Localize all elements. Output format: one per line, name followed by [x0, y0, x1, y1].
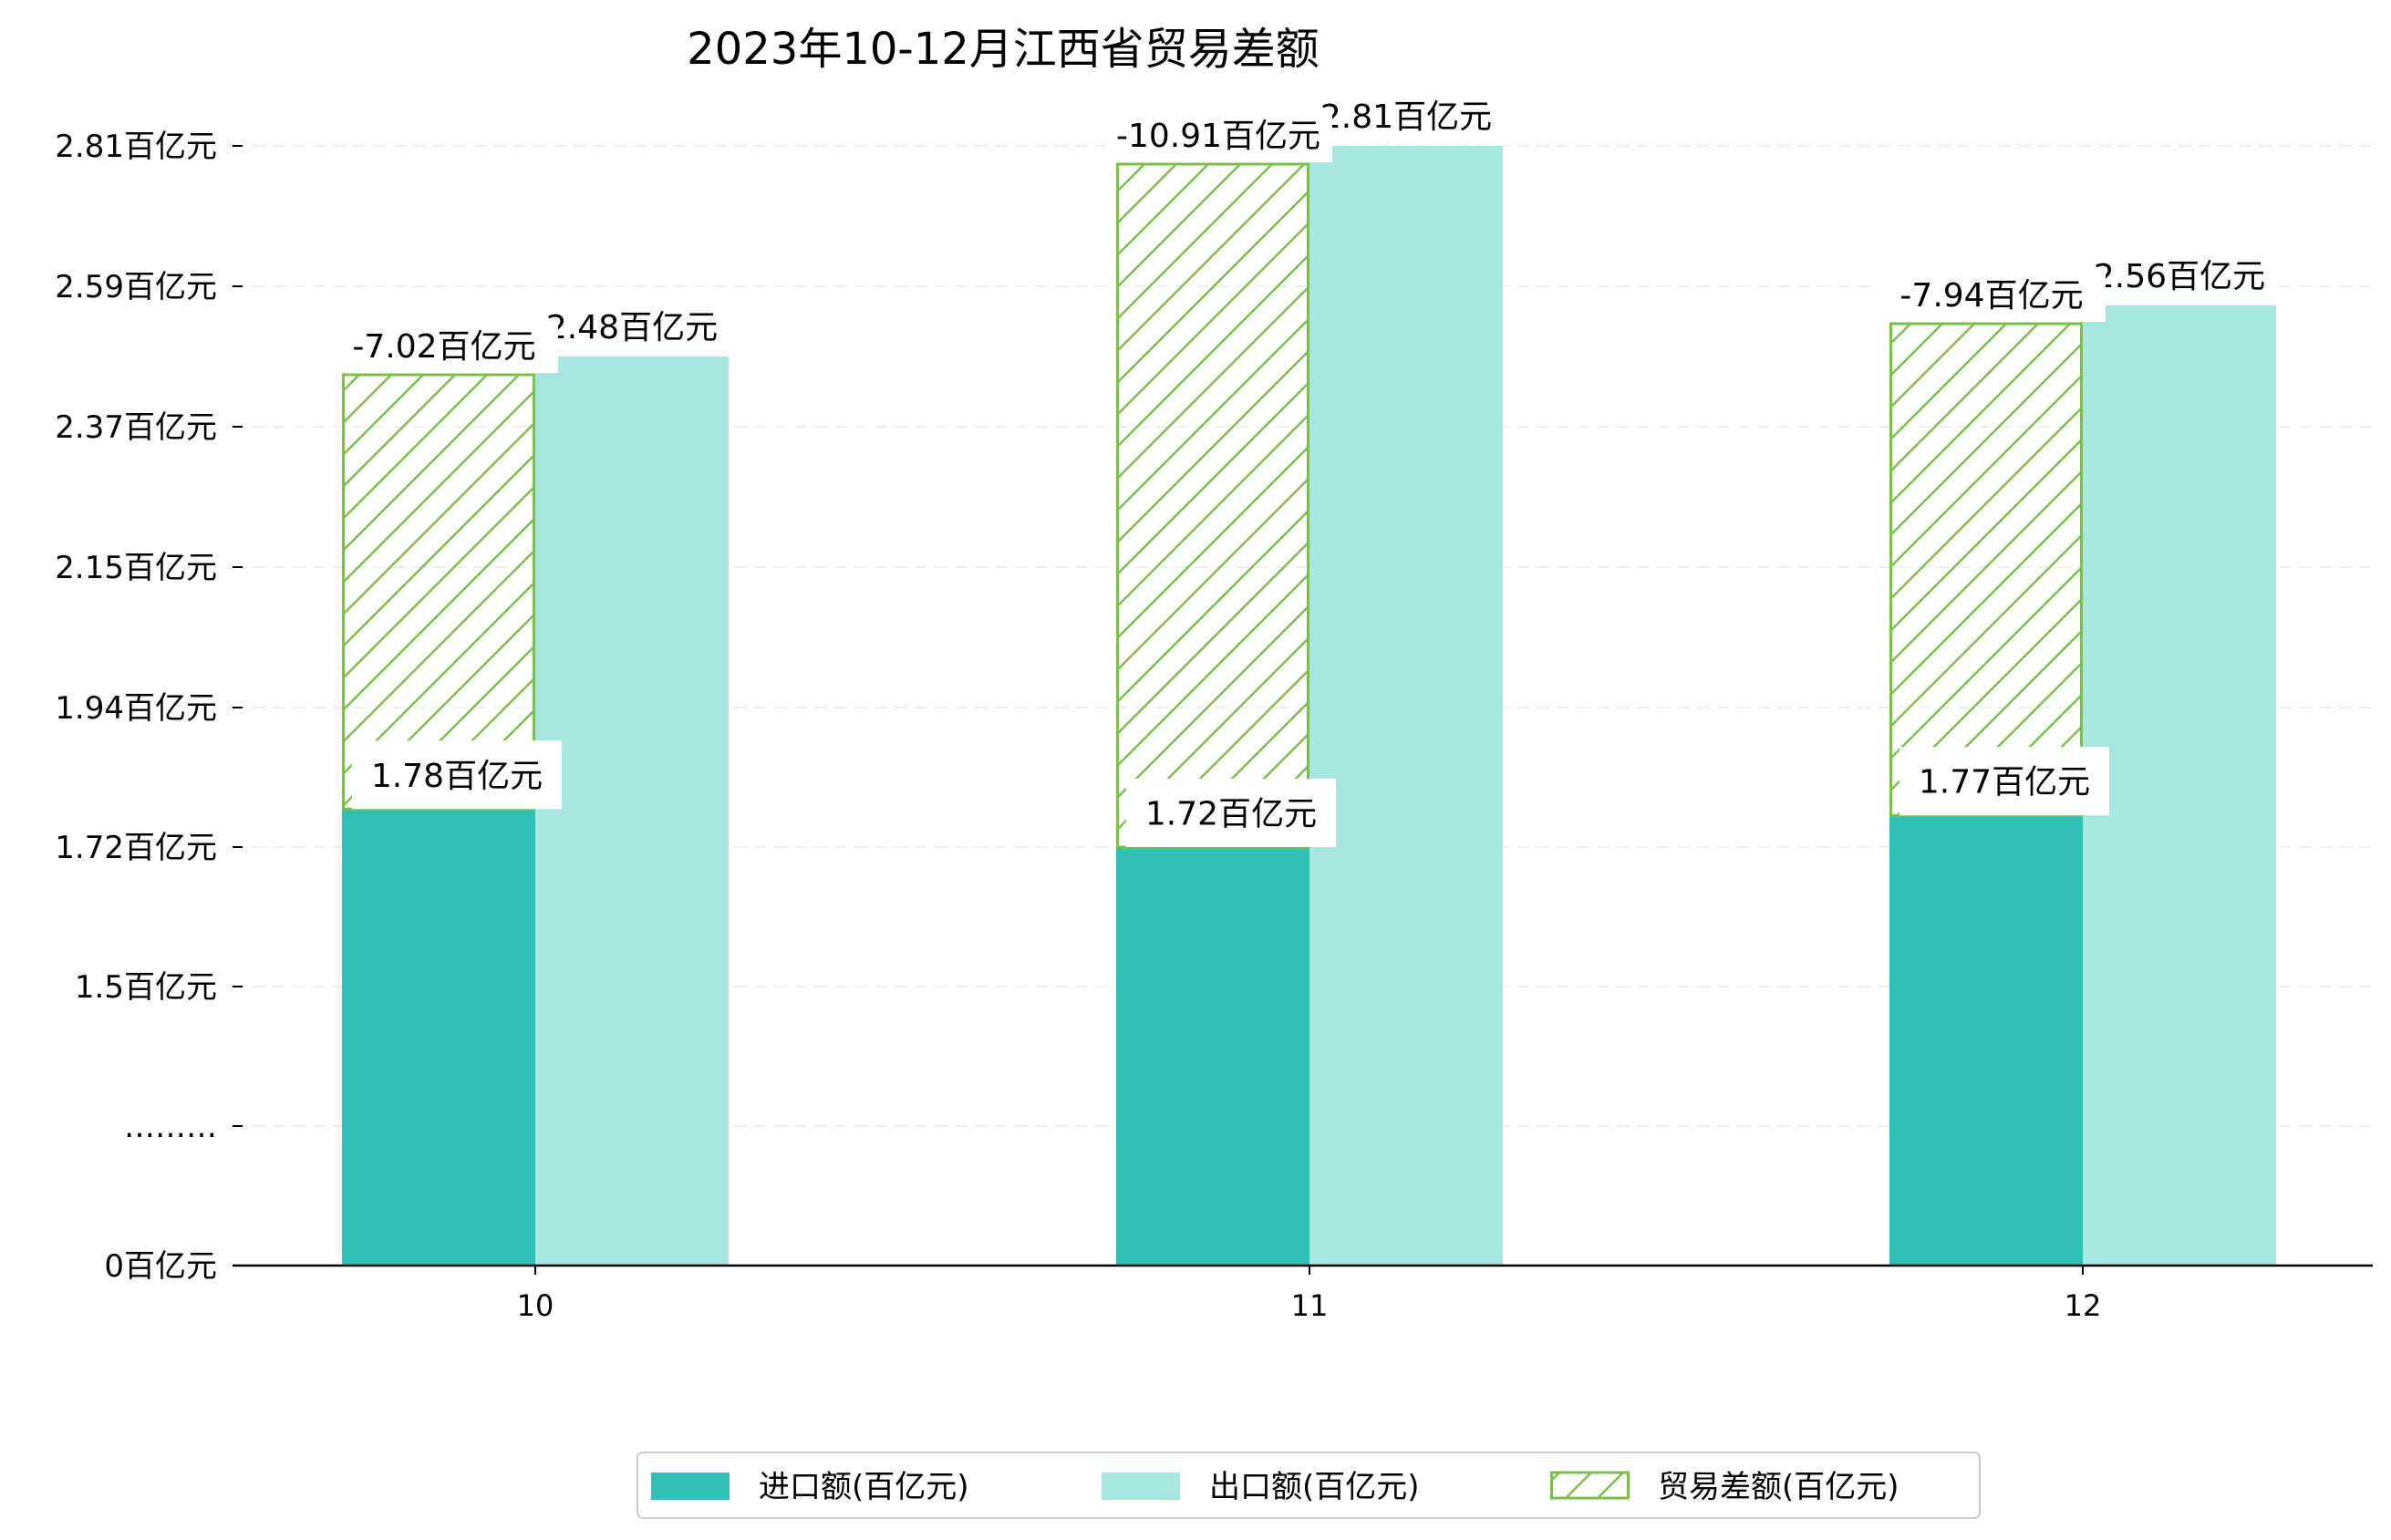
trade-balance-bar	[1889, 322, 2083, 817]
y-tick-label: 1.94百亿元	[55, 690, 217, 727]
legend-export-swatch	[1102, 1473, 1180, 1500]
legend-frame	[637, 1452, 1981, 1519]
trade-balance-value-label-bg	[1104, 108, 1332, 162]
axis-layer: 0百亿元 ……… 1.5百亿元 1.72百亿元 1.94百亿元 2.15百亿元 2.37百亿…	[55, 129, 2373, 1323]
import-bar	[1889, 815, 2083, 1266]
legend: 进口额(百亿元) 出口额(百亿元) 贸易差额(百亿元)	[637, 1452, 1981, 1519]
import-value-label-bg	[1126, 779, 1336, 847]
export-value-label-bg	[2084, 249, 2275, 302]
x-tick-label: 10	[517, 1288, 554, 1323]
export-value-label: 2.56百亿元	[2094, 258, 2265, 295]
import-value-label: 1.78百亿元	[371, 758, 543, 795]
trade-balance-value-label: -10.91百亿元	[1116, 118, 1320, 155]
y-tick-label: 0百亿元	[104, 1248, 217, 1285]
y-tick-label: 1.72百亿元	[55, 830, 217, 866]
export-value-label: 2.48百亿元	[546, 309, 718, 346]
labels-layer: 2.48百亿元 -7.02百亿元 1.78百亿元 2.81百亿元-10.91百亿元 1.…	[330, 89, 2275, 847]
legend-export-label: 出口额(百亿元)	[1209, 1469, 1420, 1505]
legend-trade-balance-label: 贸易差额(百亿元)	[1658, 1469, 1899, 1505]
y-tick-label: 2.81百亿元	[55, 129, 217, 165]
legend-import-label: 进口额(百亿元)	[759, 1469, 969, 1505]
bars-layer	[342, 146, 2276, 1266]
y-tick-label: ………	[124, 1109, 217, 1145]
export-bar	[535, 357, 729, 1266]
y-tick-label: 1.5百亿元	[75, 969, 217, 1006]
import-value-label-bg	[1899, 747, 2109, 816]
export-value-label-bg	[536, 300, 728, 353]
export-value-label-bg	[1310, 89, 1502, 142]
trade-balance-value-label-bg	[1878, 267, 2106, 322]
import-bar	[342, 809, 535, 1266]
import-value-label-bg	[352, 740, 562, 810]
legend-trade-balance-swatch	[1550, 1471, 1630, 1500]
y-tick-label: 2.15百亿元	[55, 550, 217, 586]
x-tick-label: 11	[1291, 1288, 1329, 1323]
y-tick-label: 2.59百亿元	[55, 269, 217, 305]
y-tick-label: 2.37百亿元	[55, 409, 217, 446]
import-bar	[1116, 847, 1309, 1266]
trade-balance-value-label-bg	[330, 318, 558, 373]
x-tick-label: 12	[2065, 1288, 2102, 1323]
trade-balance-bar	[1116, 162, 1309, 849]
import-value-label: 1.72百亿元	[1145, 796, 1317, 833]
export-bar	[1309, 146, 1503, 1266]
export-value-label: 2.81百亿元	[1320, 98, 1492, 136]
chart-title: 2023年10-12月江西省贸易差额	[687, 24, 1320, 75]
trade-balance-value-label: -7.02百亿元	[352, 328, 535, 366]
trade-balance-bar	[342, 373, 535, 811]
export-bar	[2083, 305, 2276, 1266]
legend-import-swatch	[651, 1473, 730, 1500]
trade-balance-value-label: -7.94百亿元	[1899, 277, 2083, 315]
import-value-label: 1.77百亿元	[1919, 764, 2090, 801]
